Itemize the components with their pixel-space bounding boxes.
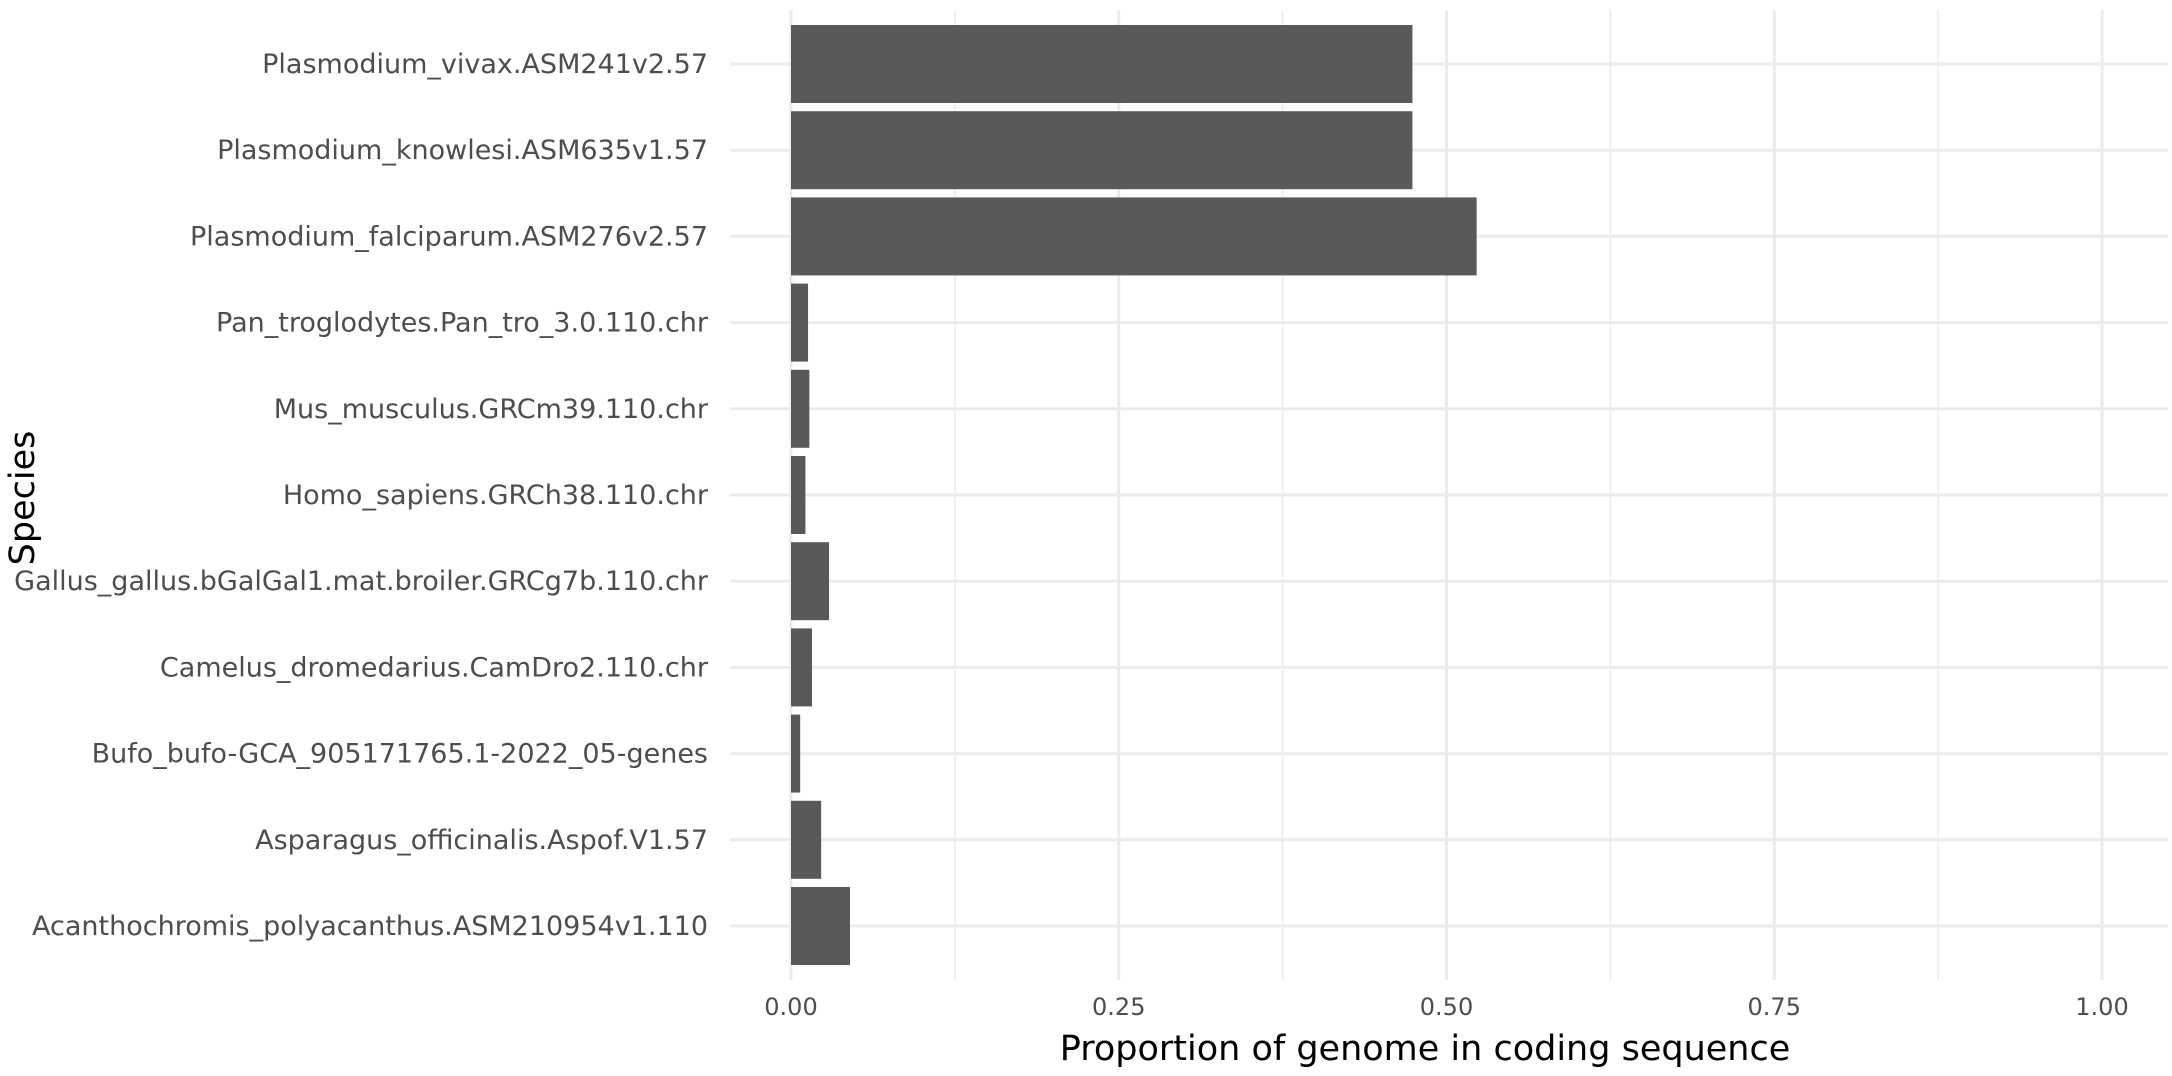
bar — [791, 111, 1413, 190]
category-label: Bufo_bufo-GCA_905171765.1-2022_05-genes — [92, 739, 708, 770]
x-tick-label: 0.75 — [1748, 993, 1801, 1021]
category-label: Plasmodium_falciparum.ASM276v2.57 — [190, 221, 708, 252]
x-axis-title: Proportion of genome in coding sequence — [1060, 1029, 1791, 1069]
x-tick-label: 0.00 — [764, 993, 817, 1021]
bars — [791, 25, 1477, 965]
bar — [791, 197, 1477, 276]
bar — [791, 283, 809, 362]
category-label: Asparagus_officinalis.Aspof.V1.57 — [255, 825, 708, 856]
category-label: Mus_musculus.GRCm39.110.chr — [274, 394, 709, 425]
bar — [791, 887, 850, 965]
y-axis-title: Species — [3, 431, 43, 566]
x-tick-labels: 0.00 0.25 0.50 0.75 1.00 — [764, 993, 2128, 1021]
x-tick-label: 0.50 — [1420, 993, 1473, 1021]
bar — [791, 628, 812, 707]
category-label: Acanthochromis_polyacanthus.ASM210954v1.… — [32, 911, 708, 942]
category-label: Plasmodium_knowlesi.ASM635v1.57 — [217, 135, 708, 166]
bar — [791, 800, 822, 879]
category-labels: Plasmodium_vivax.ASM241v2.57 Plasmodium_k… — [14, 49, 709, 942]
category-label: Camelus_dromedarius.CamDro2.110.chr — [160, 652, 709, 683]
bar — [791, 542, 830, 621]
x-tick-label: 1.00 — [2075, 993, 2128, 1021]
category-label: Gallus_gallus.bGalGal1.mat.broiler.GRCg7… — [14, 566, 709, 597]
category-label: Plasmodium_vivax.ASM241v2.57 — [262, 49, 708, 80]
category-label: Homo_sapiens.GRCh38.110.chr — [283, 480, 709, 511]
bar — [791, 369, 810, 448]
category-label: Pan_troglodytes.Pan_tro_3.0.110.chr — [216, 308, 709, 339]
bar — [791, 714, 801, 793]
bar — [791, 456, 806, 534]
x-tick-label: 0.25 — [1092, 993, 1145, 1021]
bar — [791, 25, 1413, 103]
